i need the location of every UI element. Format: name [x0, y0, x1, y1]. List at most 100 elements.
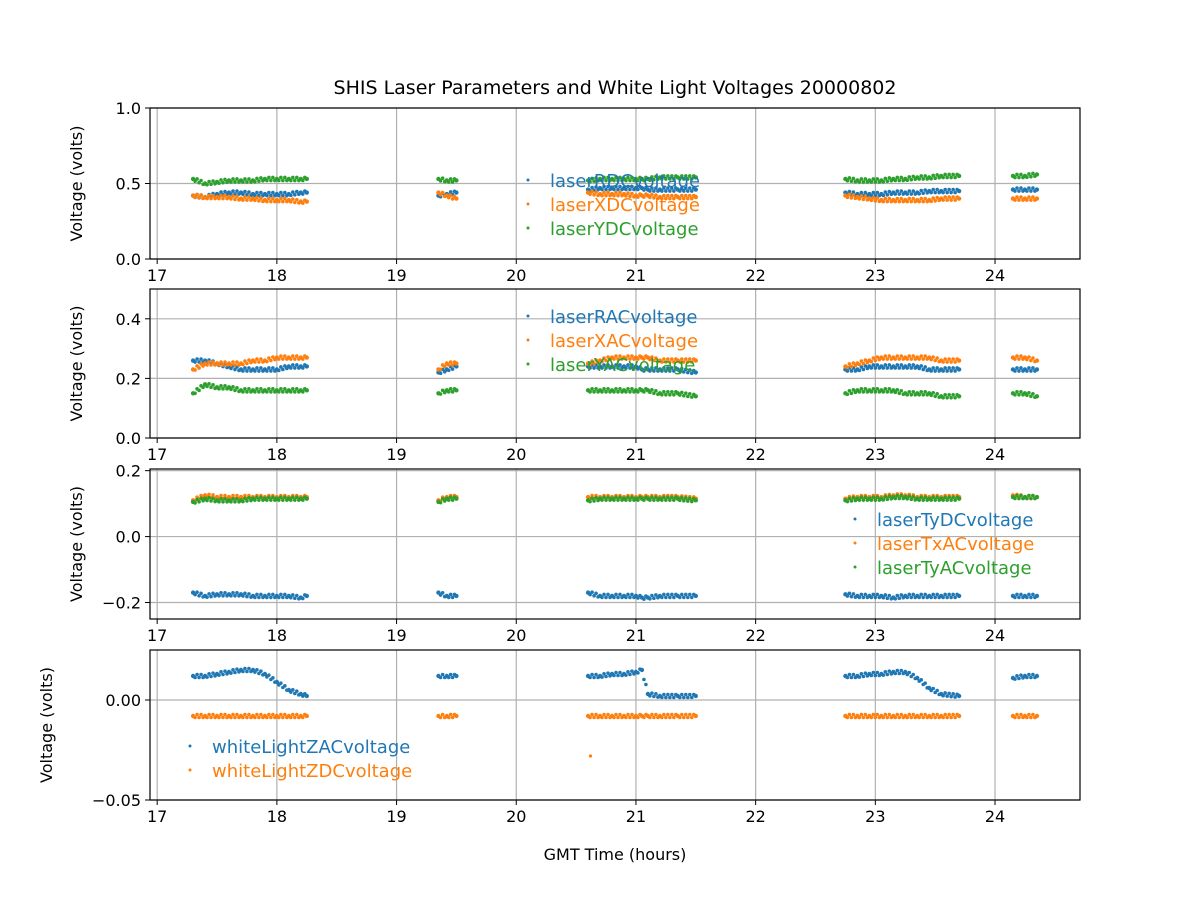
data-point-fill: [281, 199, 285, 204]
data-point-fill: [929, 357, 933, 362]
data-point-fill: [911, 354, 916, 358]
legend-label: laserRDCvoltage: [550, 171, 700, 192]
data-point-fill: [241, 362, 245, 367]
data-point-fill: [847, 712, 852, 717]
data-point-fill: [642, 357, 646, 361]
data-point-fill: [606, 184, 610, 189]
data-point-fill: [899, 493, 904, 498]
legend-label: laserTyDCvoltage: [877, 510, 1033, 531]
data-point-fill: [618, 712, 622, 717]
data-point-fill: [935, 712, 939, 717]
data-point-fill: [917, 192, 922, 196]
data-point-fill: [897, 199, 902, 204]
data-point-fill: [217, 181, 221, 186]
panel-3: 17 18 19 20 21 22 23 24 −0.2 0.0 0.2 Voltage (volts…: [67, 462, 1081, 645]
data-point-fill: [895, 363, 900, 367]
data-point-fill: [670, 366, 674, 370]
data-point-fill: [869, 180, 874, 184]
data-point-fill: [909, 357, 914, 361]
data-point-fill: [269, 358, 273, 363]
data-point-fill: [686, 715, 690, 720]
legend-label: laserYACvoltage: [550, 355, 695, 376]
data-point-fill: [267, 356, 271, 360]
data-point-fill: [875, 177, 880, 181]
data-point-fill: [245, 499, 249, 503]
data-point-fill: [1013, 189, 1017, 193]
data-point-fill: [1019, 195, 1023, 199]
data-point-fill: [931, 686, 935, 691]
data-point-fill: [1025, 595, 1029, 600]
data-point-fill: [247, 495, 251, 500]
data-point-fill: [953, 198, 957, 202]
data-point-fill: [450, 595, 455, 600]
data-point-fill: [648, 498, 652, 502]
data-point-fill: [295, 593, 299, 598]
data-point-fill: [450, 390, 455, 394]
data-point-fill: [871, 592, 876, 597]
data-point-fill: [909, 199, 914, 204]
data-point-fill: [217, 387, 221, 391]
data-point-fill: [871, 495, 876, 499]
data-point-fill: [245, 715, 249, 720]
data-point-fill: [887, 363, 892, 367]
data-point-fill: [295, 189, 299, 194]
data-point-fill: [281, 390, 285, 394]
data-point-fill: [235, 590, 239, 595]
data-point-fill: [909, 715, 914, 720]
data-point: [262, 671, 268, 677]
data-point-fill: [209, 674, 213, 679]
data-point-fill: [849, 364, 854, 369]
data-point-fill: [255, 195, 259, 200]
data-point-fill: [209, 499, 213, 503]
data-point-fill: [1015, 592, 1019, 597]
data-point-fill: [911, 196, 916, 201]
data-point-fill: [1027, 672, 1031, 677]
data-point-fill: [642, 195, 646, 199]
data-point-fill: [949, 360, 953, 364]
data-point-fill: [885, 366, 890, 370]
data-point-fill: [662, 186, 666, 190]
data-point-fill: [863, 592, 868, 597]
data-point-fill: [919, 712, 924, 717]
data-point-fill: [648, 390, 652, 395]
data-point-fill: [652, 498, 656, 502]
data-point-fill: [600, 595, 604, 600]
data-point-fill: [295, 689, 299, 693]
data-point-fill: [604, 595, 608, 600]
data-point-fill: [243, 493, 247, 498]
data-point-fill: [688, 174, 692, 178]
data-point-fill: [614, 712, 618, 717]
data-point-fill: [1019, 493, 1023, 498]
data-point-fill: [652, 391, 656, 396]
data-point-fill: [857, 715, 862, 720]
data-point-fill: [847, 672, 852, 677]
data-point-fill: [945, 395, 949, 400]
data-point-fill: [588, 362, 592, 367]
x-tick-label: 23: [865, 626, 885, 645]
data-point-fill: [897, 192, 902, 196]
data-point-fill: [899, 196, 904, 201]
data-point-fill: [438, 675, 443, 680]
data-point-fill: [885, 193, 890, 197]
data-point-fill: [686, 360, 690, 364]
data-point-fill: [941, 715, 945, 720]
data-point-fill: [193, 501, 197, 505]
data-point-fill: [905, 393, 910, 397]
data-point-fill: [630, 712, 634, 717]
data-point-fill: [897, 357, 902, 361]
data-point-fill: [618, 495, 622, 499]
data-point-fill: [682, 595, 686, 600]
data-point-fill: [943, 495, 947, 499]
data-point-fill: [219, 590, 223, 595]
data-point-fill: [875, 355, 880, 359]
data-point: [956, 358, 962, 363]
data-point-fill: [863, 671, 868, 675]
data-point-fill: [923, 712, 927, 717]
data-point-fill: [943, 357, 947, 361]
data-point-fill: [636, 195, 640, 199]
data-point-fill: [863, 364, 868, 368]
data-point-fill: [859, 359, 864, 363]
data-point-fill: [947, 357, 951, 361]
data-point-fill: [941, 369, 945, 373]
x-tick-label: 18: [267, 445, 287, 464]
